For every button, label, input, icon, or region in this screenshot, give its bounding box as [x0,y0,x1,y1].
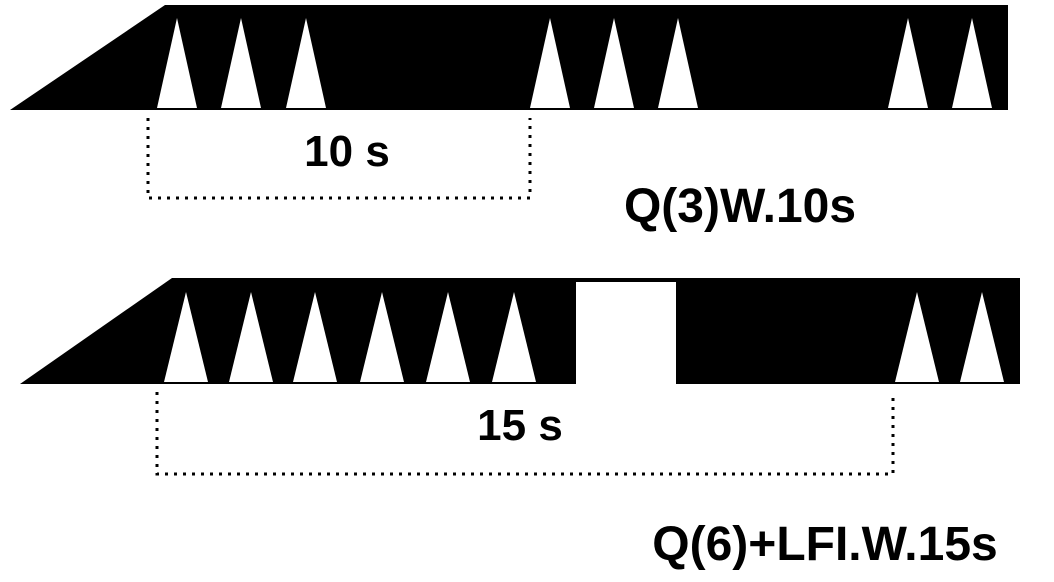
pulse-marker [157,18,197,108]
pulse-group-1 [157,18,326,108]
interval-bracket [146,118,532,200]
lfi-block [576,282,676,384]
pulse-marker [360,292,404,382]
pulse-marker [952,18,992,108]
pulse-marker [221,18,261,108]
pulse-group-3 [888,18,992,108]
pulse-marker [530,18,570,108]
pulse-marker [426,292,470,382]
pulse-marker [492,292,536,382]
pulse-marker [293,292,337,382]
interval-label: 10 s [304,127,390,176]
protocol-q3: 10 s Q(3)W.10s [10,5,1008,233]
interval-bracket [155,392,895,476]
pulse-marker [229,292,273,382]
pulse-marker [658,18,698,108]
protocol-q6: 15 s Q(6)+LFI.W.15s [20,278,1020,571]
pulse-train-bar [10,5,1008,110]
protocol-label: Q(3)W.10s [624,180,856,233]
pulse-group-2 [530,18,698,108]
pulse-marker [888,18,928,108]
pulse-marker [594,18,634,108]
protocol-label: Q(6)+LFI.W.15s [652,518,997,571]
pulse-marker [895,292,939,382]
pulse-marker [286,18,326,108]
pulse-group-1 [164,292,536,382]
pulse-group-2 [895,292,1004,382]
pulse-marker [960,292,1004,382]
interval-label: 15 s [477,401,563,450]
pulse-marker [164,292,208,382]
